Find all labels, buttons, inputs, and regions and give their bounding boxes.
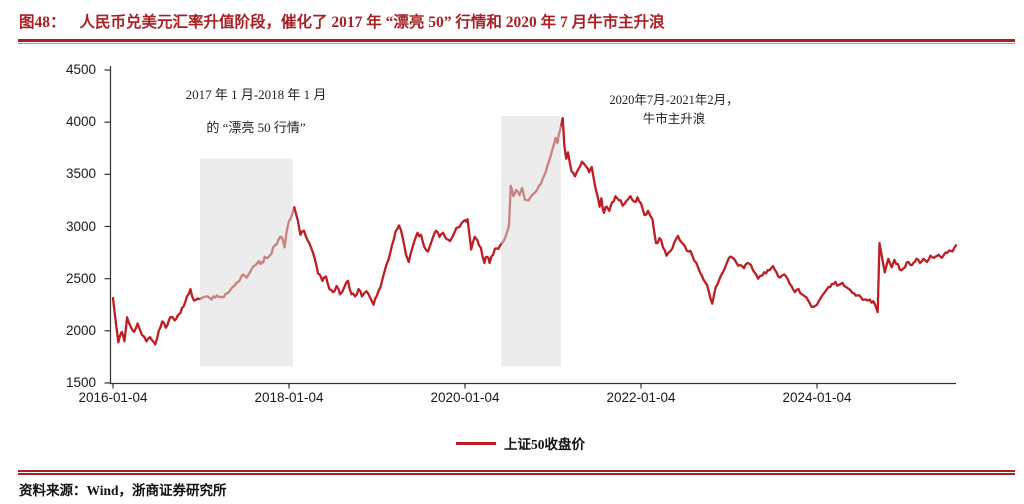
price-line-highlighted bbox=[199, 206, 296, 301]
highlight-region bbox=[200, 158, 293, 367]
annotation-2017-line1: 2017 年 1 月-2018 年 1 月 bbox=[185, 87, 327, 102]
annotation-2017-line2: 的 “漂亮 50 行情” bbox=[206, 120, 306, 135]
title-separator-thick bbox=[18, 39, 1015, 42]
footer-separator-bottom bbox=[18, 473, 1015, 475]
data-source-note: 资料来源：Wind，浙商证券研究所 bbox=[19, 483, 227, 498]
figure-title-row: 图48： 人民币兑美元汇率升值阶段，催化了 2017 年 “漂亮 50” 行情和 … bbox=[19, 10, 1009, 32]
price-line bbox=[293, 206, 504, 306]
title-separator-thin bbox=[18, 43, 1015, 44]
annotation-2020-line2: 牛市主升浪 bbox=[642, 112, 706, 126]
chart-legend: 上证50收盘价 bbox=[456, 433, 585, 453]
price-line-highlighted bbox=[500, 123, 563, 245]
legend-line-swatch bbox=[456, 441, 496, 445]
figure-number-label: 图48： bbox=[19, 14, 66, 31]
legend-series-label: 上证50收盘价 bbox=[504, 437, 585, 452]
price-chart bbox=[104, 66, 958, 389]
figure-title: 人民币兑美元汇率升值阶段，催化了 2017 年 “漂亮 50” 行情和 2020… bbox=[79, 14, 665, 31]
price-line bbox=[560, 116, 958, 314]
footer-separator-top bbox=[18, 470, 1015, 472]
price-line bbox=[111, 287, 203, 346]
annotation-2020-line1: 2020年7月-2021年2月， bbox=[609, 93, 739, 107]
